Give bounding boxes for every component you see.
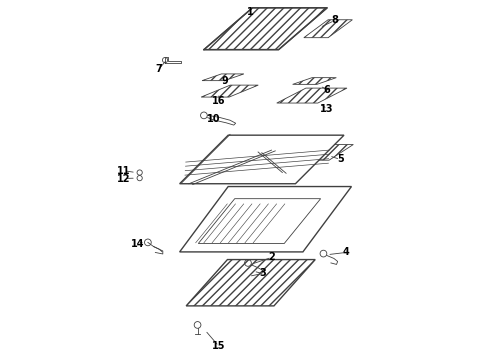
- Polygon shape: [277, 88, 347, 103]
- Text: 11: 11: [117, 166, 130, 176]
- Polygon shape: [202, 74, 244, 81]
- Text: 9: 9: [221, 76, 228, 86]
- Polygon shape: [186, 260, 315, 306]
- Polygon shape: [180, 186, 351, 252]
- Polygon shape: [201, 85, 258, 97]
- Text: 16: 16: [212, 96, 225, 106]
- Polygon shape: [288, 144, 353, 160]
- Text: 6: 6: [324, 85, 331, 95]
- Text: 10: 10: [206, 114, 220, 125]
- Text: 13: 13: [320, 104, 334, 114]
- Text: 1: 1: [247, 7, 254, 17]
- Text: 12: 12: [117, 174, 130, 184]
- Text: 7: 7: [156, 64, 163, 74]
- Text: 14: 14: [131, 239, 144, 248]
- Text: 2: 2: [269, 252, 275, 262]
- Text: 4: 4: [343, 247, 349, 257]
- Polygon shape: [204, 8, 327, 50]
- Polygon shape: [304, 20, 352, 38]
- Text: 3: 3: [260, 269, 266, 278]
- Polygon shape: [180, 135, 344, 184]
- Polygon shape: [198, 199, 320, 243]
- Polygon shape: [293, 78, 336, 84]
- Text: 8: 8: [331, 15, 338, 26]
- Text: 5: 5: [337, 154, 343, 165]
- Text: 15: 15: [212, 341, 225, 351]
